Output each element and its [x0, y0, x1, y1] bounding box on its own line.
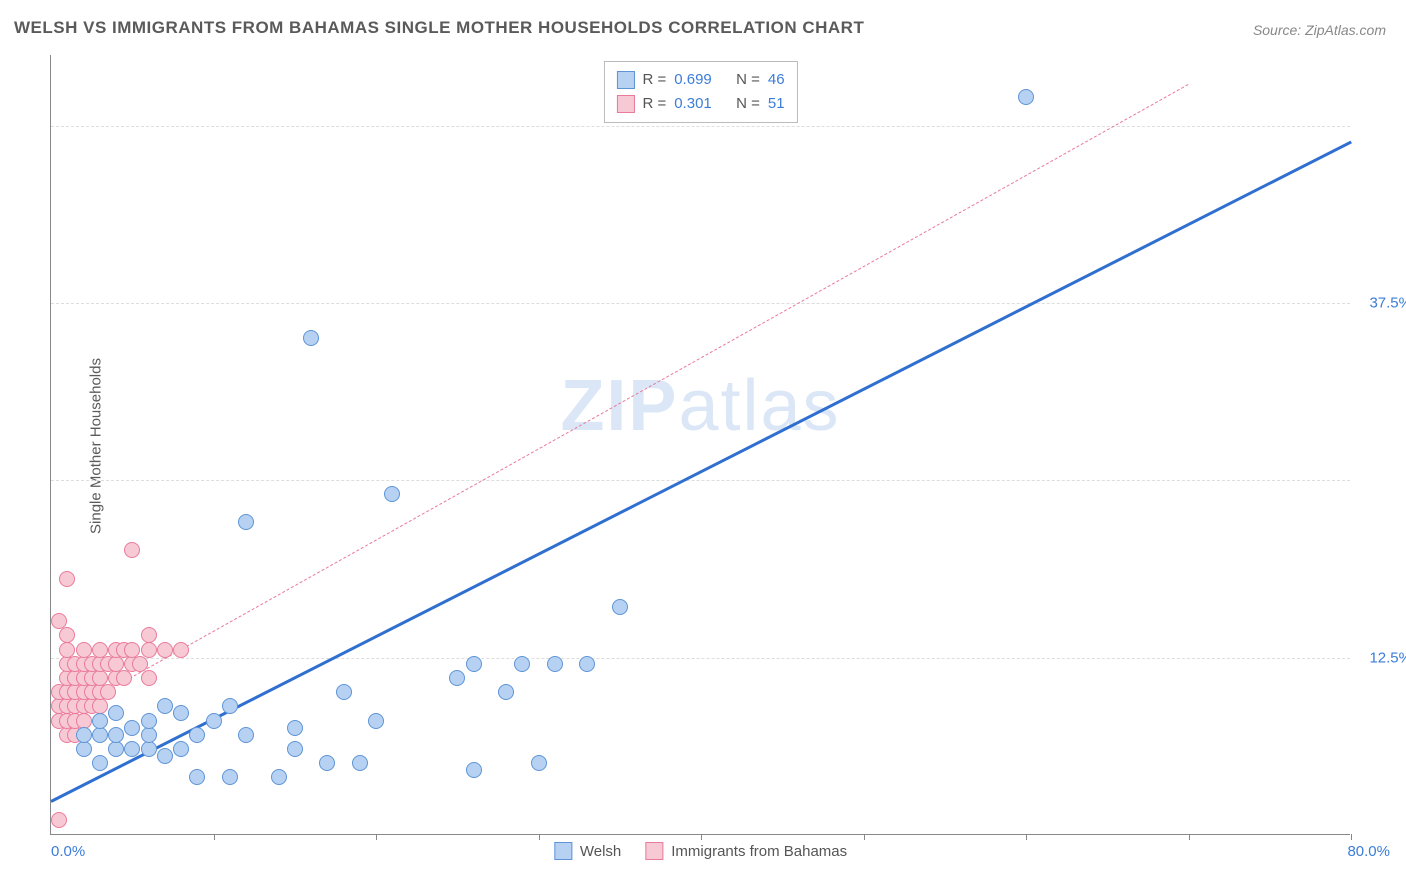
trend-line	[50, 140, 1351, 802]
welsh-point	[514, 656, 530, 672]
legend-welsh-n: 46	[768, 68, 785, 92]
x-tick-mark	[214, 834, 215, 840]
bahamas-point	[124, 542, 140, 558]
welsh-point	[173, 705, 189, 721]
bahamas-point	[173, 642, 189, 658]
welsh-point	[141, 727, 157, 743]
welsh-point	[222, 698, 238, 714]
x-tick-label-min: 0.0%	[51, 843, 85, 860]
welsh-point	[157, 748, 173, 764]
x-tick-mark	[539, 834, 540, 840]
gridline-h	[51, 658, 1350, 659]
bahamas-point	[157, 642, 173, 658]
welsh-point	[368, 713, 384, 729]
welsh-point	[124, 720, 140, 736]
series-legend-bahamas: Immigrants from Bahamas	[645, 842, 847, 860]
welsh-point	[189, 727, 205, 743]
legend-r-prefix-2: R =	[642, 92, 666, 116]
welsh-point	[238, 727, 254, 743]
series-label-bahamas: Immigrants from Bahamas	[671, 843, 847, 860]
welsh-point	[157, 698, 173, 714]
welsh-point	[384, 486, 400, 502]
y-tick-label: 37.5%	[1369, 295, 1406, 312]
series-swatch-welsh	[554, 842, 572, 860]
legend-row-bahamas: R = 0.301 N = 51	[616, 92, 784, 116]
welsh-point	[352, 755, 368, 771]
welsh-point	[173, 741, 189, 757]
welsh-point	[531, 755, 547, 771]
welsh-point	[189, 769, 205, 785]
welsh-point	[1018, 89, 1034, 105]
welsh-point	[76, 727, 92, 743]
bahamas-point	[141, 642, 157, 658]
series-legend: Welsh Immigrants from Bahamas	[554, 842, 847, 860]
x-tick-mark	[701, 834, 702, 840]
bahamas-point	[141, 627, 157, 643]
welsh-point	[466, 656, 482, 672]
plot-area: ZIPatlas R = 0.699 N = 46 R = 0.301 N = …	[50, 55, 1350, 835]
watermark-part2: atlas	[678, 366, 840, 446]
welsh-point	[108, 705, 124, 721]
welsh-point	[498, 684, 514, 700]
welsh-point	[206, 713, 222, 729]
welsh-point	[92, 755, 108, 771]
welsh-point	[579, 656, 595, 672]
welsh-point	[287, 741, 303, 757]
welsh-point	[287, 720, 303, 736]
legend-swatch-bahamas	[616, 95, 634, 113]
legend-welsh-r: 0.699	[674, 68, 712, 92]
x-tick-mark	[1189, 834, 1190, 840]
welsh-point	[108, 727, 124, 743]
welsh-point	[76, 741, 92, 757]
welsh-point	[92, 713, 108, 729]
welsh-point	[449, 670, 465, 686]
x-tick-mark	[376, 834, 377, 840]
correlation-legend: R = 0.699 N = 46 R = 0.301 N = 51	[603, 61, 797, 123]
legend-swatch-welsh	[616, 71, 634, 89]
welsh-point	[612, 599, 628, 615]
bahamas-point	[59, 627, 75, 643]
gridline-h	[51, 303, 1350, 304]
legend-bahamas-r: 0.301	[674, 92, 712, 116]
welsh-point	[108, 741, 124, 757]
welsh-point	[547, 656, 563, 672]
source-attribution: Source: ZipAtlas.com	[1253, 22, 1386, 38]
legend-row-welsh: R = 0.699 N = 46	[616, 68, 784, 92]
legend-n-prefix: N =	[736, 68, 760, 92]
welsh-point	[238, 514, 254, 530]
y-tick-label: 12.5%	[1369, 649, 1406, 666]
watermark-part1: ZIP	[560, 366, 678, 446]
welsh-point	[141, 741, 157, 757]
gridline-h	[51, 126, 1350, 127]
welsh-point	[222, 769, 238, 785]
welsh-point	[466, 762, 482, 778]
series-label-welsh: Welsh	[580, 843, 621, 860]
legend-n-prefix-2: N =	[736, 92, 760, 116]
welsh-point	[92, 727, 108, 743]
x-tick-mark	[1351, 834, 1352, 840]
welsh-point	[124, 741, 140, 757]
series-swatch-bahamas	[645, 842, 663, 860]
welsh-point	[303, 330, 319, 346]
x-tick-mark	[864, 834, 865, 840]
bahamas-point	[100, 684, 116, 700]
legend-r-prefix: R =	[642, 68, 666, 92]
bahamas-point	[59, 571, 75, 587]
series-legend-welsh: Welsh	[554, 842, 621, 860]
welsh-point	[271, 769, 287, 785]
chart-container: WELSH VS IMMIGRANTS FROM BAHAMAS SINGLE …	[0, 0, 1406, 892]
legend-bahamas-n: 51	[768, 92, 785, 116]
bahamas-point	[116, 670, 132, 686]
gridline-h	[51, 480, 1350, 481]
welsh-point	[336, 684, 352, 700]
x-tick-label-max: 80.0%	[1347, 843, 1390, 860]
bahamas-point	[141, 670, 157, 686]
x-tick-mark	[1026, 834, 1027, 840]
bahamas-point	[51, 812, 67, 828]
welsh-point	[141, 713, 157, 729]
trend-line	[51, 83, 1189, 722]
watermark: ZIPatlas	[560, 365, 840, 447]
chart-title: WELSH VS IMMIGRANTS FROM BAHAMAS SINGLE …	[14, 18, 864, 38]
welsh-point	[319, 755, 335, 771]
